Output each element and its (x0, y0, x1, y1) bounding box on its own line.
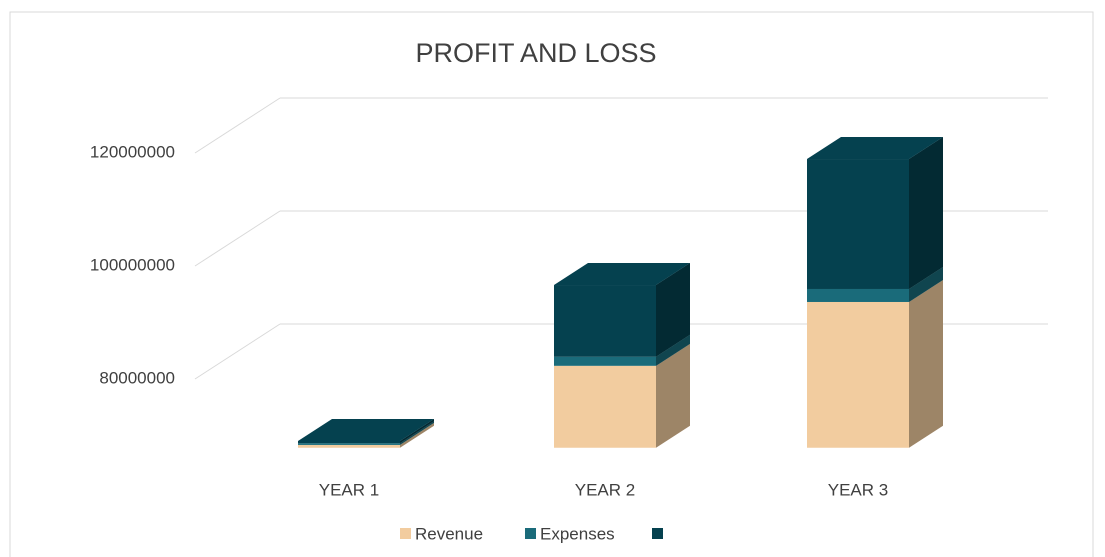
bar-top (554, 263, 690, 286)
bar-side (909, 279, 943, 448)
bar-side (400, 421, 434, 445)
bar-side-shade (909, 266, 943, 302)
bar-side (656, 334, 690, 366)
bar-side-shade (656, 334, 690, 366)
bar (298, 440, 400, 444)
bar-side-shade (656, 343, 690, 448)
x-tick-label: YEAR 3 (828, 480, 888, 499)
y-tick-label: 80000000 (99, 368, 175, 387)
bar (298, 444, 400, 448)
bar (298, 443, 400, 445)
chart-title: PROFIT AND LOSS (415, 38, 656, 68)
grid-line (194, 323, 281, 380)
legend-marker (652, 528, 663, 539)
bar-top (298, 418, 434, 441)
bar-side (656, 343, 690, 448)
bar (554, 365, 656, 448)
bar (807, 301, 909, 448)
bar (807, 288, 909, 302)
legend-marker (400, 528, 411, 539)
bar-side-shade (400, 422, 434, 448)
bar-side-shade (656, 263, 690, 357)
legend-label: Expenses (540, 524, 615, 543)
bar (554, 356, 656, 366)
x-tick-label: YEAR 2 (575, 480, 635, 499)
bar-side-shade (909, 137, 943, 289)
y-tick-label: 100000000 (90, 255, 175, 274)
bar-side-shade (400, 418, 434, 444)
bar-side (909, 266, 943, 302)
legend-marker (525, 528, 536, 539)
bar-side (400, 422, 434, 448)
y-tick-label: 120000000 (90, 142, 175, 161)
grid-line (194, 210, 281, 267)
bar-side (400, 418, 434, 444)
bar-side-shade (400, 421, 434, 445)
bar (554, 285, 656, 357)
grid-line (194, 97, 281, 154)
x-tick-label: YEAR 1 (319, 480, 379, 499)
bar-side-shade (909, 279, 943, 448)
bar (807, 159, 909, 289)
bar-top (807, 137, 943, 160)
bar-side (909, 137, 943, 289)
bar-side (656, 263, 690, 357)
legend-label: Revenue (415, 524, 483, 543)
